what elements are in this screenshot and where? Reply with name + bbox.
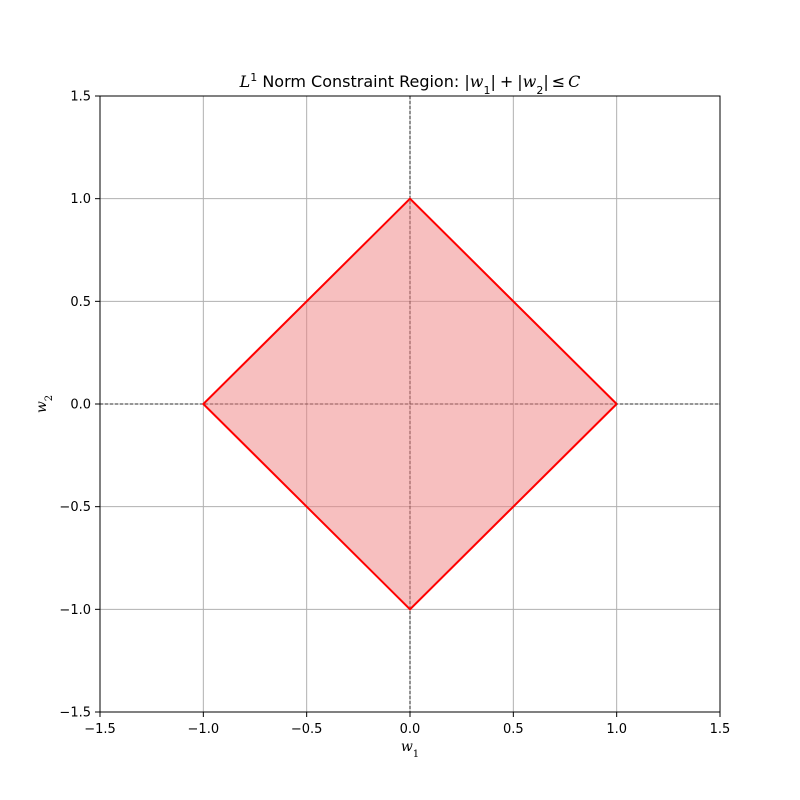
x-tick-label-5: 1.0 (606, 722, 627, 737)
y-tick-label-3: 0.0 (70, 398, 91, 413)
title-var-w1: w (470, 72, 484, 91)
y-tick-label-6: 1.5 (70, 90, 91, 105)
title-norm-exponent: 1 (250, 71, 257, 84)
title-norm-var: L (239, 72, 251, 91)
x-tick-label-6: 1.5 (710, 722, 731, 737)
x-axis-sub: 1 (413, 749, 419, 760)
title-sub-1: 1 (483, 84, 490, 97)
title-bar-3: | (517, 72, 522, 91)
y-tick-label-0: −1.5 (59, 706, 91, 721)
title-const: C (568, 72, 580, 91)
y-axis-label: w2 (34, 395, 55, 413)
title-bar-4: | (543, 72, 548, 91)
y-axis-var: w (34, 401, 50, 413)
x-tick-label-4: 0.5 (503, 722, 524, 737)
title-var-w2: w (523, 72, 537, 91)
x-axis-label: w1 (401, 739, 419, 760)
title-bar-1: | (464, 72, 469, 91)
title-text: Norm Constraint Region: (257, 72, 464, 91)
title-sub-2: 2 (536, 84, 543, 97)
x-tick-labels: −1.5 −1.0 −0.5 0.0 0.5 1.0 1.5 (84, 722, 730, 737)
y-tick-label-4: 0.5 (70, 295, 91, 310)
title-plus: + (500, 72, 513, 91)
title-bar-2: | (490, 72, 495, 91)
y-tick-label-1: −1.0 (59, 603, 91, 618)
y-tick-label-5: 1.0 (70, 192, 91, 207)
y-tick-labels: −1.5 −1.0 −0.5 0.0 0.5 1.0 1.5 (59, 90, 91, 721)
title-leq: ≤ (552, 72, 565, 91)
chart-title: L1 Norm Constraint Region: |w1| + |w2| ≤ C (239, 71, 581, 97)
y-axis-sub: 2 (44, 395, 55, 401)
y-tick-label-2: −0.5 (59, 500, 91, 515)
x-tick-label-3: 0.0 (400, 722, 421, 737)
tick-marks (95, 95, 721, 717)
x-axis-var: w (401, 739, 413, 755)
x-tick-label-1: −1.0 (188, 722, 220, 737)
constraint-boundary-line-0 (201, 197, 618, 611)
x-tick-label-2: −0.5 (291, 722, 323, 737)
data-layer (201, 197, 618, 611)
x-tick-label-0: −1.5 (84, 722, 116, 737)
